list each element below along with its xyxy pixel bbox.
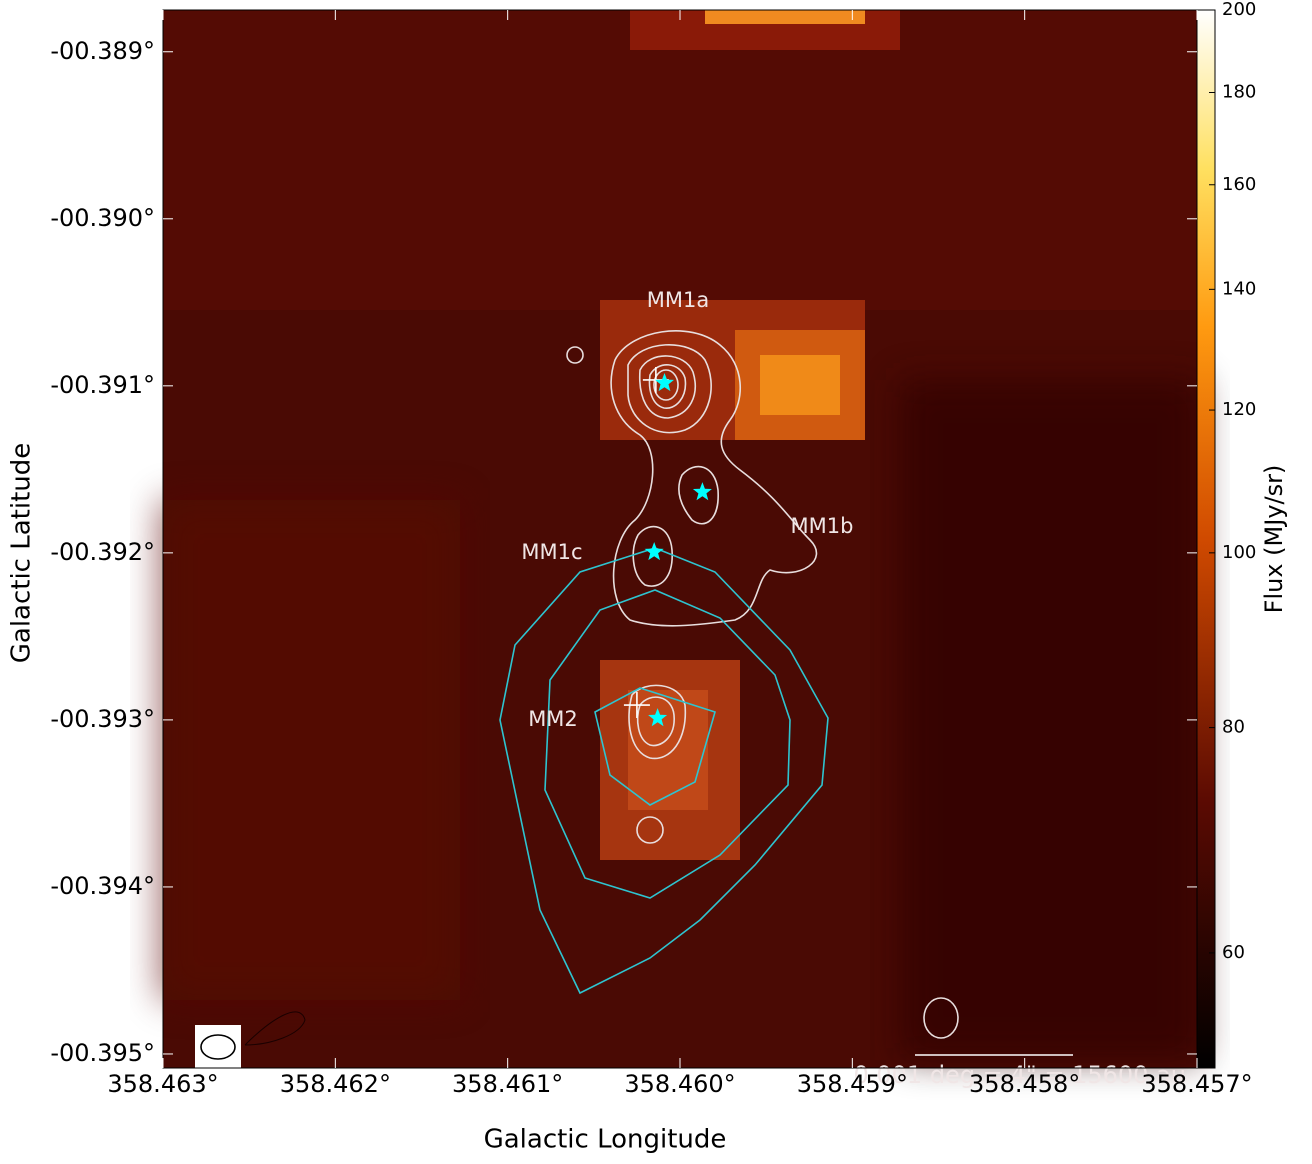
colorbar-label: Flux (MJy/sr) (1260, 465, 1288, 614)
y-tick-label: -00.391° (50, 371, 155, 399)
colorbar-tick-label: 180 (1222, 82, 1256, 103)
annotation: MM1a (647, 288, 709, 312)
annotation: MM1b (791, 514, 854, 538)
x-tick-label: 358.460° (624, 1070, 735, 1098)
contours-cyan (499, 547, 829, 995)
beam-box (195, 1025, 241, 1068)
y-tick-label: -00.392° (50, 538, 155, 566)
colorbar-tick-label: 140 (1222, 278, 1256, 299)
y-axis-label: Galactic Latitude (7, 443, 37, 664)
colorbar-tick-label: 60 (1222, 942, 1245, 963)
y-tick-label: -00.395° (50, 1039, 155, 1067)
x-tick-label: 358.459° (797, 1070, 908, 1098)
beam (200, 1034, 236, 1060)
colorbar-tick-label: 160 (1222, 174, 1256, 195)
star-marker (648, 708, 668, 727)
star-marker (655, 373, 674, 392)
y-tick-label: -00.394° (50, 872, 155, 900)
colorbar-tick-label: 100 (1222, 542, 1256, 563)
colorbar (1196, 9, 1216, 1069)
y-tick-label: -00.390° (50, 204, 155, 232)
y-tick-label: -00.393° (50, 705, 155, 733)
scalebar-label: 0.001 deg = 4" = 15600 au (853, 1061, 1186, 1089)
x-tick-label: 358.458° (969, 1070, 1080, 1098)
x-tick-label: 358.461° (452, 1070, 563, 1098)
colorbar-tick-label: 120 (1222, 399, 1256, 420)
star-marker (644, 542, 664, 561)
y-tick-label: -00.389° (50, 37, 155, 65)
annotation: MM1c (521, 540, 582, 564)
star-marker (692, 482, 712, 501)
x-tick-label: 358.462° (280, 1070, 391, 1098)
dark-contour (244, 1011, 306, 1046)
colorbar-tick-label: 200 (1222, 0, 1256, 20)
x-axis-label: Galactic Longitude (484, 1125, 727, 1155)
contours-white (566, 330, 959, 1039)
colorbar-tick-label: 80 (1222, 717, 1245, 738)
x-tick-label: 358.463° (107, 1070, 218, 1098)
image (160, 10, 1200, 1068)
annotation: MM2 (528, 707, 578, 731)
cross-marker (623, 692, 650, 719)
x-tick-label: 358.457° (1141, 1070, 1252, 1098)
